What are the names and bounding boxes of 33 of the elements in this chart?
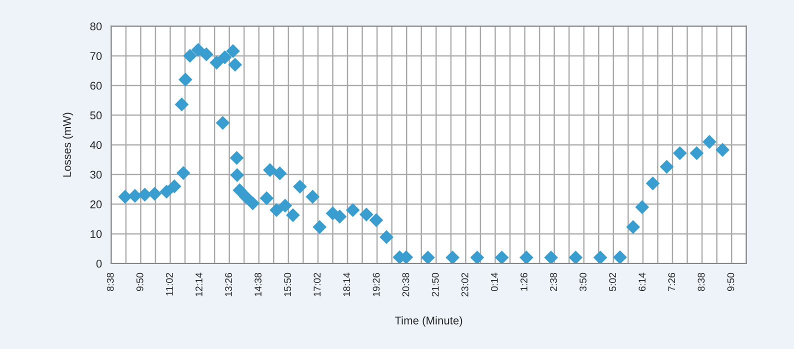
x-tick-label: 19:26 [372,272,380,296]
x-tick-label: 9:50 [136,272,144,291]
y-tick-label: 0 [96,260,102,268]
y-tick-label: 50 [90,111,102,120]
x-tick-label: 0:14 [490,272,498,292]
x-tick-label: 13:26 [225,272,232,296]
y-tick-label: 20 [90,200,102,208]
y-tick-label: 70 [90,52,102,60]
x-tick-label: 15:50 [284,272,292,296]
x-tick-label: 9:50 [727,272,734,291]
x-tick-label: 14:38 [254,272,262,296]
x-tick-label: 8:38 [106,272,114,292]
y-tick-label: 40 [90,141,102,149]
y-tick-label: 60 [90,82,102,90]
x-tick-label: 11:02 [166,273,173,296]
x-tick-label: 12:14 [196,272,202,296]
x-tick-label: 5:02 [609,273,616,292]
x-tick-label: 7:26 [668,272,676,291]
x-tick-label: 6:14 [638,272,646,291]
x-tick-label: 18:14 [343,272,350,296]
x-axis-title: Time (Minute) [394,316,462,327]
y-tick-label: 80 [90,22,102,30]
x-tick-label: 23:02 [461,273,468,296]
x-tick-label: 21:50 [432,272,439,296]
y-axis-title: Losses (mW) [62,112,74,177]
x-tick-label: 2:38 [550,272,557,291]
x-tick-label: 1:26 [520,272,528,291]
x-tick-label: 20:38 [402,272,410,296]
x-tick-label: 17:02 [314,273,321,296]
y-tick-label: 10 [90,230,102,238]
x-tick-label: 3:50 [580,272,586,292]
x-tick-label: 8:38 [698,272,705,292]
y-tick-label: 30 [90,170,102,179]
